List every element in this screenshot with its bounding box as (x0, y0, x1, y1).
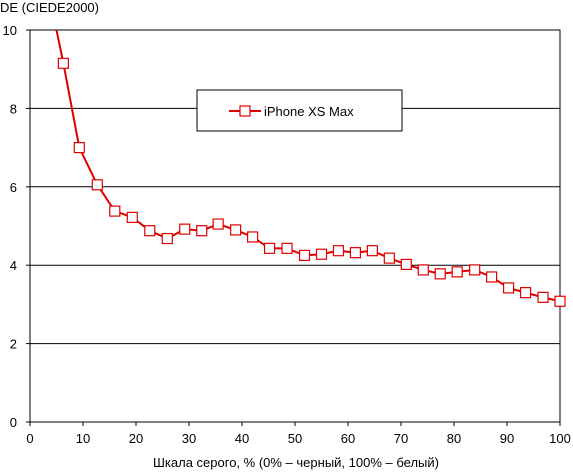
data-point (332, 245, 345, 257)
y-tick-label: 0 (10, 415, 17, 430)
data-point (315, 248, 328, 260)
data-point (434, 268, 446, 280)
series-layer (55, 29, 566, 307)
data-point (451, 266, 463, 278)
gridlines (30, 29, 560, 423)
x-tick-label: 40 (235, 431, 249, 446)
data-point (281, 242, 293, 254)
data-point (109, 205, 121, 217)
data-point (161, 232, 173, 245)
data-point (469, 264, 481, 276)
x-tick-label: 90 (500, 431, 514, 446)
data-point (91, 179, 103, 191)
x-tick-label: 50 (288, 431, 302, 446)
y-axis-label: DE (CIEDE2000) (0, 0, 99, 15)
data-point (502, 282, 515, 294)
legend-marker (239, 105, 251, 117)
data-point (126, 211, 138, 223)
legend-label: iPhone XS Max (264, 104, 354, 119)
x-tick-label: 60 (341, 431, 355, 446)
data-point (298, 249, 311, 261)
x-tick-label: 30 (182, 431, 196, 446)
data-point (383, 252, 395, 264)
x-tick-label: 70 (394, 431, 408, 446)
data-point (73, 142, 85, 154)
data-point (263, 242, 276, 254)
data-point (230, 224, 242, 236)
data-point (196, 225, 208, 237)
x-tick-label: 20 (129, 431, 143, 446)
x-tick-label: 10 (76, 431, 90, 446)
legend: iPhone XS Max (196, 89, 403, 132)
y-axis-ticks: 0 2 4 6 8 10 (3, 23, 30, 430)
data-point (144, 225, 156, 237)
data-point (554, 295, 566, 307)
data-point (417, 264, 429, 276)
data-point (349, 247, 362, 259)
x-tick-label: 100 (549, 431, 571, 446)
data-point (366, 245, 378, 257)
data-point (212, 218, 224, 230)
y-tick-label: 4 (10, 258, 17, 273)
x-axis-ticks: 0 10 20 30 40 50 60 70 80 90 100 (26, 422, 571, 446)
x-tick-label: 0 (26, 431, 33, 446)
y-tick-label: 10 (3, 23, 17, 38)
y-tick-label: 8 (10, 101, 17, 116)
data-point (486, 271, 498, 283)
data-point (519, 287, 532, 299)
y-tick-label: 6 (10, 180, 17, 195)
data-point (57, 57, 69, 69)
x-tick-label: 80 (447, 431, 461, 446)
data-point (179, 223, 191, 235)
y-tick-label: 2 (10, 337, 17, 352)
data-point (247, 231, 259, 243)
plot-area (29, 29, 561, 423)
x-axis-label: Шкала серого, % (0% – черный, 100% – бел… (153, 455, 439, 470)
data-point (400, 258, 412, 271)
data-point (537, 291, 549, 303)
